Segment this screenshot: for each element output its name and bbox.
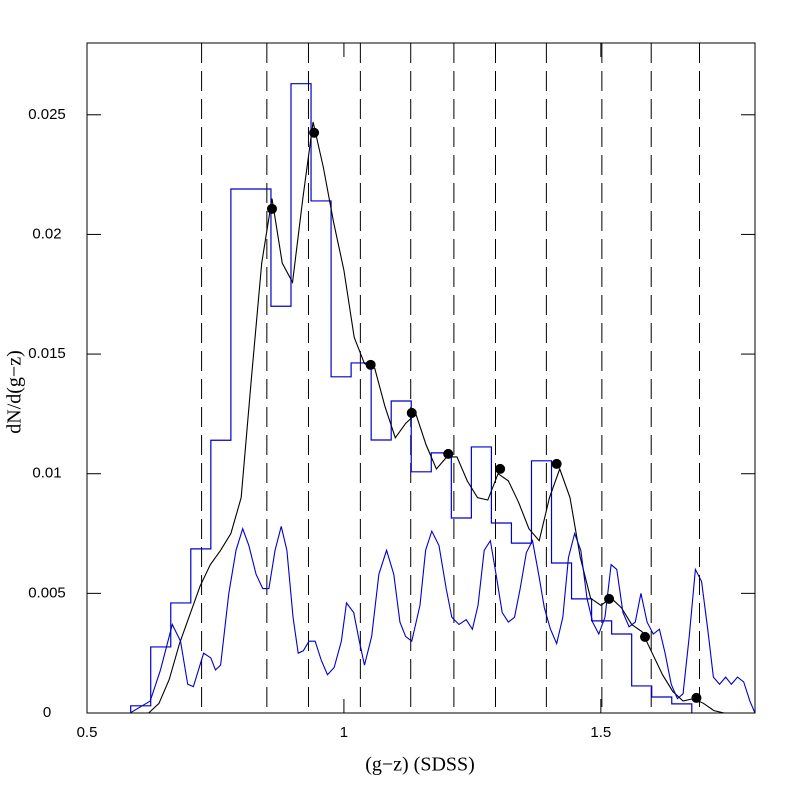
point xyxy=(309,127,320,138)
x-tick-label: 0.5 xyxy=(77,724,98,741)
point xyxy=(551,458,562,469)
point xyxy=(604,593,615,604)
point xyxy=(495,463,506,474)
point xyxy=(266,203,277,214)
point xyxy=(640,631,651,642)
point xyxy=(406,407,417,418)
x-axis-title: (g−z) (SDSS) xyxy=(365,754,475,776)
y-tick-label: 0.015 xyxy=(28,345,66,362)
y-tick-label: 0.01 xyxy=(32,465,61,482)
histogram-outline xyxy=(130,83,693,713)
point xyxy=(365,359,376,370)
y-tick-label: 0.005 xyxy=(28,584,66,601)
x-tick-label: 1.5 xyxy=(590,724,611,741)
line xyxy=(87,121,755,714)
point xyxy=(691,692,702,703)
plot-frame xyxy=(86,42,756,714)
y-tick-label: 0 xyxy=(43,704,51,721)
line xyxy=(87,526,756,714)
y-axis-title: dN/d(g−z) xyxy=(4,350,26,433)
y-tick-label: 0.025 xyxy=(28,106,66,123)
x-tick-label: 1 xyxy=(340,724,348,741)
point xyxy=(443,448,454,459)
y-tick-label: 0.02 xyxy=(32,225,61,242)
